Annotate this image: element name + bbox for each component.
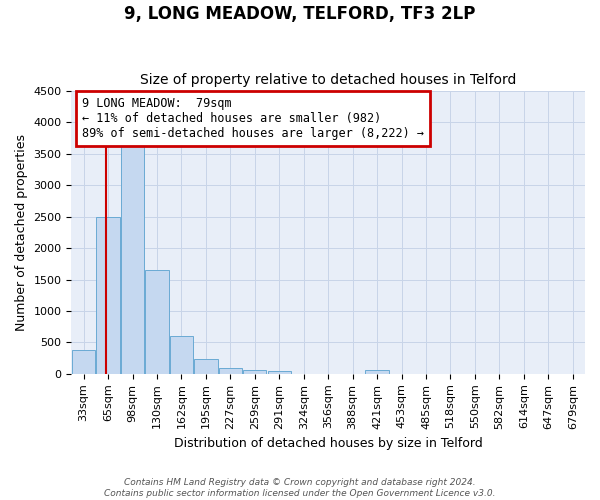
Text: 9 LONG MEADOW:  79sqm
← 11% of detached houses are smaller (982)
89% of semi-det: 9 LONG MEADOW: 79sqm ← 11% of detached h… bbox=[82, 96, 424, 140]
X-axis label: Distribution of detached houses by size in Telford: Distribution of detached houses by size … bbox=[174, 437, 482, 450]
Bar bbox=[243, 370, 266, 374]
Bar bbox=[194, 358, 218, 374]
Text: Contains HM Land Registry data © Crown copyright and database right 2024.
Contai: Contains HM Land Registry data © Crown c… bbox=[104, 478, 496, 498]
Title: Size of property relative to detached houses in Telford: Size of property relative to detached ho… bbox=[140, 73, 517, 87]
Bar bbox=[145, 270, 169, 374]
Bar bbox=[72, 350, 95, 374]
Bar bbox=[121, 138, 144, 374]
Y-axis label: Number of detached properties: Number of detached properties bbox=[15, 134, 28, 331]
Bar bbox=[97, 216, 120, 374]
Bar bbox=[268, 370, 291, 374]
Bar bbox=[219, 368, 242, 374]
Bar bbox=[170, 336, 193, 374]
Bar bbox=[365, 370, 389, 374]
Text: 9, LONG MEADOW, TELFORD, TF3 2LP: 9, LONG MEADOW, TELFORD, TF3 2LP bbox=[124, 5, 476, 23]
